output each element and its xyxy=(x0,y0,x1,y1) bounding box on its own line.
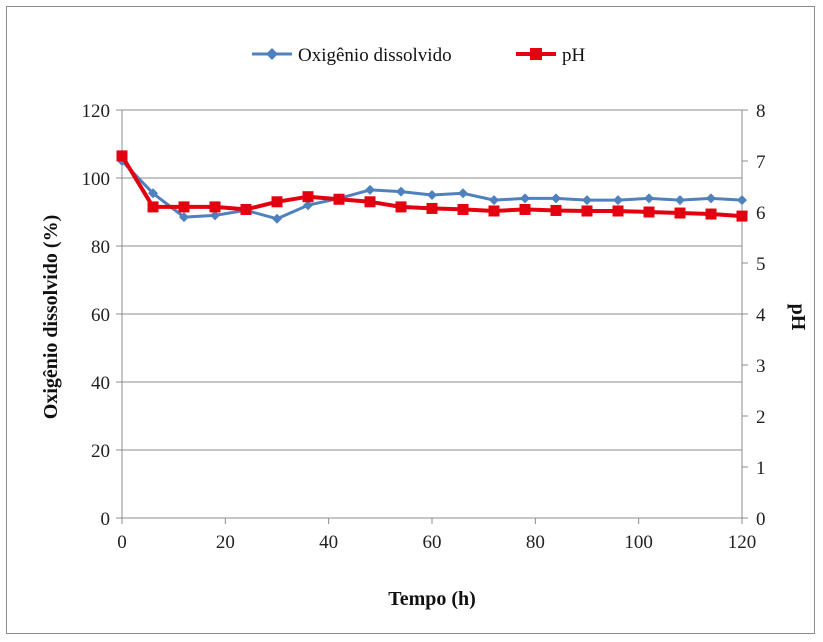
data-point-ph xyxy=(116,150,128,162)
data-point-ph xyxy=(457,203,469,215)
axes xyxy=(116,109,748,524)
x-tick-label: 60 xyxy=(423,532,442,553)
y2-tick-label: 4 xyxy=(756,305,766,326)
data-point-oxigenio xyxy=(489,195,499,206)
data-point-ph xyxy=(240,203,252,215)
x-tick-label: 40 xyxy=(319,532,338,553)
data-point-oxigenio xyxy=(458,188,468,199)
y2-tick-label: 6 xyxy=(756,203,766,224)
data-point-oxigenio xyxy=(706,193,716,204)
data-point-ph xyxy=(705,208,717,220)
y2-tick-label: 7 xyxy=(756,152,766,173)
x-tick-label: 80 xyxy=(526,532,545,553)
data-point-oxigenio xyxy=(365,184,375,195)
data-point-oxigenio xyxy=(520,193,530,204)
y-tick-label: 120 xyxy=(82,101,111,122)
data-point-oxigenio xyxy=(551,193,561,204)
y2-tick-label: 3 xyxy=(756,356,766,377)
data-point-oxigenio xyxy=(644,193,654,204)
y-tick-label: 40 xyxy=(91,373,110,394)
y2-tick-label: 5 xyxy=(756,254,766,275)
data-point-ph xyxy=(612,205,624,217)
data-point-ph xyxy=(550,204,562,216)
data-point-ph xyxy=(302,191,314,203)
y2-tick-label: 8 xyxy=(756,101,766,122)
data-point-ph xyxy=(178,201,190,213)
x-axis-title: Tempo (h) xyxy=(388,588,476,610)
data-point-ph xyxy=(395,201,407,213)
x-tick-label: 0 xyxy=(117,532,127,553)
data-point-oxigenio xyxy=(582,195,592,206)
y2-tick-label: 2 xyxy=(756,407,766,428)
data-point-oxigenio xyxy=(737,195,747,206)
data-point-oxigenio xyxy=(272,213,282,224)
y2-tick-label: 0 xyxy=(756,509,766,530)
data-point-ph xyxy=(426,202,438,214)
data-point-ph xyxy=(736,210,748,222)
y-tick-label: 100 xyxy=(82,169,111,190)
y2-axis-title: pH xyxy=(787,304,809,331)
data-point-ph xyxy=(147,201,159,213)
data-point-oxigenio xyxy=(396,186,406,197)
data-point-oxigenio xyxy=(179,212,189,223)
legend-marker-ph xyxy=(530,48,542,60)
legend: Oxigênio dissolvido pH xyxy=(252,45,586,66)
data-point-ph xyxy=(674,207,686,219)
data-point-ph xyxy=(488,205,500,217)
data-point-oxigenio xyxy=(675,195,685,206)
data-point-ph xyxy=(581,205,593,217)
data-point-oxigenio xyxy=(148,188,158,199)
x-tick-label: 20 xyxy=(216,532,235,553)
y-tick-label: 20 xyxy=(91,441,110,462)
legend-label-ph: pH xyxy=(562,45,586,66)
x-tick-label: 120 xyxy=(728,532,757,553)
data-point-oxigenio xyxy=(427,190,437,200)
x-tick-label: 100 xyxy=(624,532,653,553)
legend-marker-oxigenio xyxy=(266,48,278,60)
data-point-ph xyxy=(364,196,376,208)
grid-lines xyxy=(122,109,742,451)
y-tick-label: 80 xyxy=(91,237,110,258)
series-layer xyxy=(116,150,748,224)
data-point-oxigenio xyxy=(613,195,623,206)
data-point-ph xyxy=(519,203,531,215)
data-point-ph xyxy=(271,196,283,208)
data-point-ph xyxy=(209,201,221,213)
y-axis-title: Oxigênio dissolvido (%) xyxy=(40,215,62,419)
data-point-ph xyxy=(333,193,345,205)
data-point-oxigenio xyxy=(303,200,313,211)
data-point-ph xyxy=(643,206,655,218)
legend-label-oxigenio: Oxigênio dissolvido xyxy=(298,45,452,66)
chart-frame xyxy=(6,6,815,634)
y-tick-label: 0 xyxy=(101,509,111,530)
y2-tick-label: 1 xyxy=(756,458,766,479)
y-tick-label: 60 xyxy=(91,305,110,326)
data-point-oxigenio xyxy=(210,210,220,221)
